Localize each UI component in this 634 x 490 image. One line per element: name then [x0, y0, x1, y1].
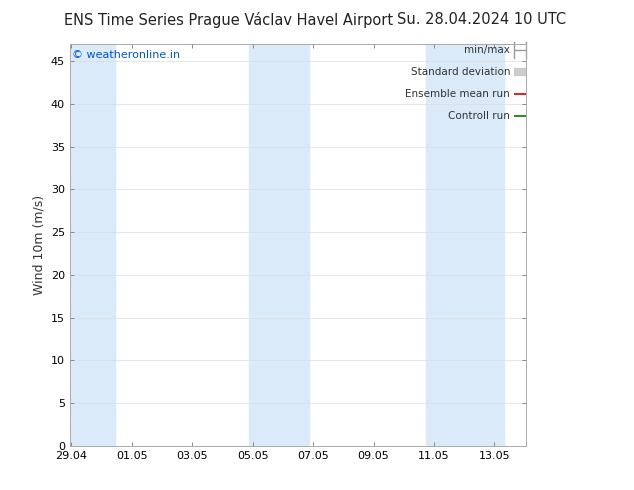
Text: Su. 28.04.2024 10 UTC: Su. 28.04.2024 10 UTC [398, 12, 566, 27]
Bar [249, 44, 309, 446]
Text: min/max: min/max [464, 45, 510, 55]
Text: Controll run: Controll run [448, 111, 510, 122]
Text: Standard deviation: Standard deviation [411, 67, 510, 77]
Bar [427, 44, 503, 446]
Text: Ensemble mean run: Ensemble mean run [406, 89, 510, 99]
Text: © weatheronline.in: © weatheronline.in [72, 50, 180, 60]
Bar [71, 44, 115, 446]
Text: ENS Time Series Prague Václav Havel Airport: ENS Time Series Prague Václav Havel Airp… [63, 12, 393, 28]
Y-axis label: Wind 10m (m/s): Wind 10m (m/s) [32, 195, 45, 295]
